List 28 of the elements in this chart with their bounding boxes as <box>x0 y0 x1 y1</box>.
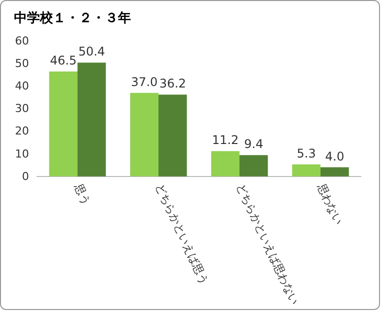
x-tick-label: 思わない <box>314 180 346 227</box>
data-label: 4.0 <box>325 149 344 164</box>
y-tick-label: 10 <box>15 147 29 160</box>
data-label: 50.4 <box>78 44 106 59</box>
data-label: 36.2 <box>159 76 186 91</box>
bar <box>49 71 78 176</box>
data-label: 46.5 <box>50 53 77 68</box>
bar <box>240 155 268 176</box>
y-tick-label: 60 <box>15 34 29 48</box>
bar <box>78 62 106 176</box>
y-tick-label: 50 <box>15 57 29 70</box>
data-label: 5.3 <box>296 146 316 160</box>
y-tick-label: 20 <box>15 124 29 138</box>
x-tick-label: どちらかといえば思わない <box>234 182 302 307</box>
data-label: 9.4 <box>244 137 264 152</box>
bar <box>158 94 187 176</box>
chart-title: 中学校１・２・３年 <box>14 10 131 26</box>
bar <box>292 164 320 176</box>
x-tick-label: どちらかといえば思う <box>152 182 211 287</box>
y-tick-label: 0 <box>22 170 29 183</box>
bar <box>211 151 240 176</box>
x-tick-label: 思う <box>71 180 93 208</box>
bar <box>320 167 349 176</box>
data-label: 11.2 <box>212 133 239 148</box>
bar <box>130 92 158 176</box>
data-label: 37.0 <box>130 74 158 89</box>
y-tick-label: 40 <box>15 80 29 93</box>
y-tick-label: 30 <box>15 102 29 116</box>
